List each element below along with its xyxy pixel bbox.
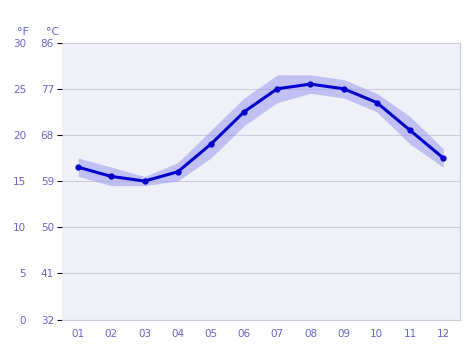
Text: °F: °F: [17, 27, 28, 37]
Text: °C: °C: [46, 27, 59, 37]
